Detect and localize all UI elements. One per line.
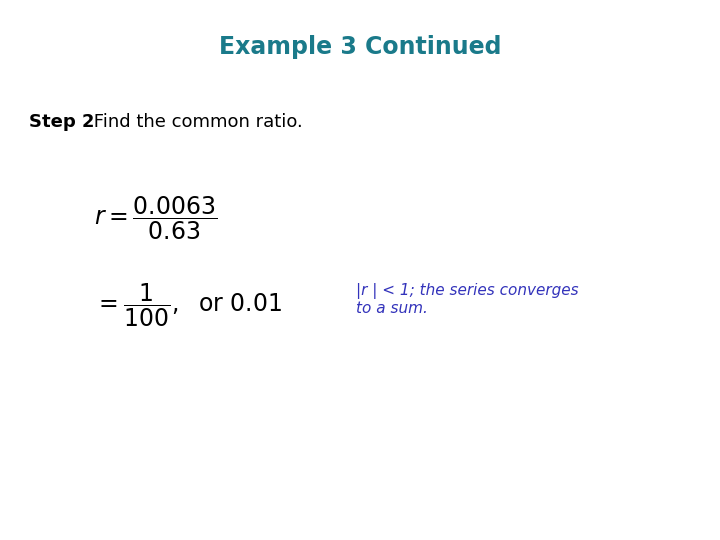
- Text: Find the common ratio.: Find the common ratio.: [88, 113, 302, 131]
- Text: Example 3 Continued: Example 3 Continued: [219, 35, 501, 59]
- Text: $= \dfrac{1}{100},$  or $0.01$: $= \dfrac{1}{100},$ or $0.01$: [94, 281, 282, 329]
- Text: |r | < 1; the series converges
to a sum.: |r | < 1; the series converges to a sum.: [356, 283, 579, 316]
- Text: $r = \dfrac{0.0063}{0.63}$: $r = \dfrac{0.0063}{0.63}$: [94, 195, 217, 242]
- Text: Step 2: Step 2: [29, 113, 94, 131]
